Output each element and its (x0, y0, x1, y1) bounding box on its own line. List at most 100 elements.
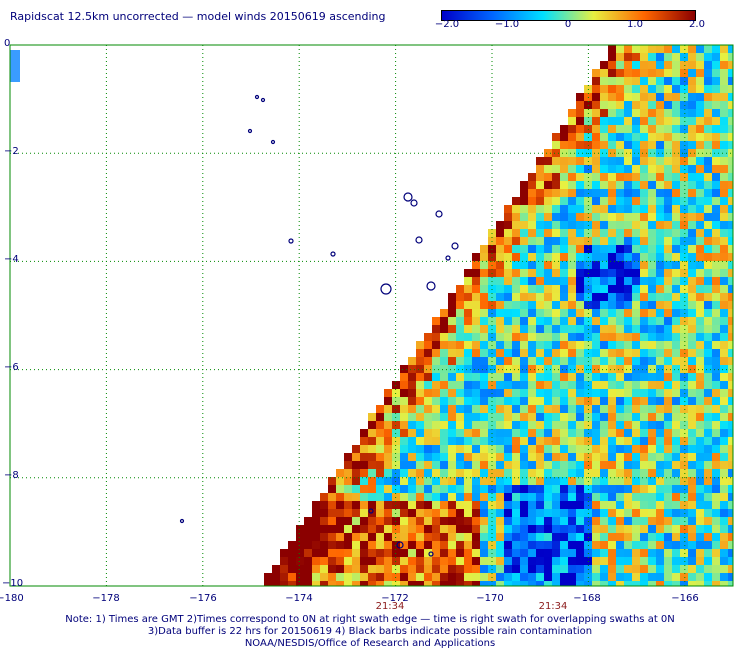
wind-cell (576, 101, 584, 109)
wind-cell (368, 517, 376, 525)
wind-cell (560, 565, 568, 573)
wind-cell (448, 317, 456, 325)
wind-cell (440, 333, 448, 341)
wind-cell (672, 269, 680, 277)
wind-cell (544, 237, 552, 245)
wind-cell (712, 405, 720, 413)
wind-cell (656, 317, 664, 325)
wind-cell (416, 341, 424, 349)
island-outline (445, 255, 451, 261)
wind-cell (512, 509, 520, 517)
wind-cell (416, 541, 424, 549)
wind-cell (648, 469, 656, 477)
wind-cell (664, 365, 672, 373)
wind-cell (432, 477, 440, 485)
wind-cell (728, 301, 733, 309)
wind-cell (440, 557, 448, 565)
wind-cell (616, 245, 624, 253)
wind-cell (512, 293, 520, 301)
wind-cell (608, 141, 616, 149)
wind-cell (712, 413, 720, 421)
wind-cell (688, 261, 696, 269)
wind-cell (720, 61, 728, 69)
wind-cell (680, 493, 688, 501)
wind-cell (640, 181, 648, 189)
wind-cell (400, 397, 408, 405)
wind-cell (680, 45, 688, 53)
wind-cell (728, 397, 733, 405)
wind-cell (384, 453, 392, 461)
wind-cell (480, 501, 488, 509)
wind-cell (464, 533, 472, 541)
wind-cell (704, 277, 712, 285)
wind-cell (296, 549, 304, 557)
wind-cell (608, 461, 616, 469)
wind-cell (576, 197, 584, 205)
island-outline (254, 94, 260, 100)
wind-cell (504, 469, 512, 477)
wind-cell (472, 341, 480, 349)
wind-cell (568, 197, 576, 205)
wind-cell (472, 277, 480, 285)
wind-cell (376, 549, 384, 557)
wind-cell (464, 461, 472, 469)
wind-cell (400, 365, 408, 373)
wind-cell (640, 301, 648, 309)
wind-cell (336, 565, 344, 573)
wind-cell (696, 61, 704, 69)
wind-cell (576, 349, 584, 357)
wind-cell (576, 581, 584, 586)
wind-cell (656, 389, 664, 397)
wind-cell (632, 493, 640, 501)
wind-cell (720, 245, 728, 253)
wind-cell (688, 405, 696, 413)
wind-cell (632, 549, 640, 557)
wind-cell (544, 509, 552, 517)
wind-cell (720, 149, 728, 157)
wind-cell (296, 525, 304, 533)
wind-cell (712, 477, 720, 485)
wind-cell (416, 485, 424, 493)
wind-cell (504, 381, 512, 389)
wind-cell (536, 413, 544, 421)
wind-cell (480, 533, 488, 541)
wind-cell (456, 365, 464, 373)
wind-cell (672, 253, 680, 261)
wind-cell (336, 533, 344, 541)
wind-cell (384, 565, 392, 573)
wind-cell (696, 405, 704, 413)
wind-cell (456, 581, 464, 586)
wind-cell (680, 469, 688, 477)
wind-cell (616, 453, 624, 461)
wind-cell (712, 349, 720, 357)
wind-cell (656, 381, 664, 389)
wind-cell (416, 405, 424, 413)
wind-cell (336, 557, 344, 565)
wind-cell (528, 365, 536, 373)
wind-cell (568, 437, 576, 445)
wind-cell (624, 293, 632, 301)
wind-cell (368, 445, 376, 453)
wind-cell (568, 461, 576, 469)
wind-cell (608, 333, 616, 341)
wind-cell (632, 349, 640, 357)
wind-cell (648, 213, 656, 221)
wind-cell (560, 253, 568, 261)
wind-cell (704, 317, 712, 325)
wind-cell (432, 405, 440, 413)
wind-cell (576, 413, 584, 421)
wind-cell (624, 341, 632, 349)
wind-cell (528, 541, 536, 549)
wind-cell (664, 133, 672, 141)
wind-cell (664, 485, 672, 493)
wind-cell (712, 125, 720, 133)
wind-cell (664, 117, 672, 125)
wind-cell (712, 533, 720, 541)
wind-cell (592, 413, 600, 421)
wind-cell (640, 365, 648, 373)
wind-cell (528, 485, 536, 493)
wind-cell (408, 453, 416, 461)
wind-cell (472, 557, 480, 565)
wind-cell (328, 517, 336, 525)
wind-cell (648, 261, 656, 269)
